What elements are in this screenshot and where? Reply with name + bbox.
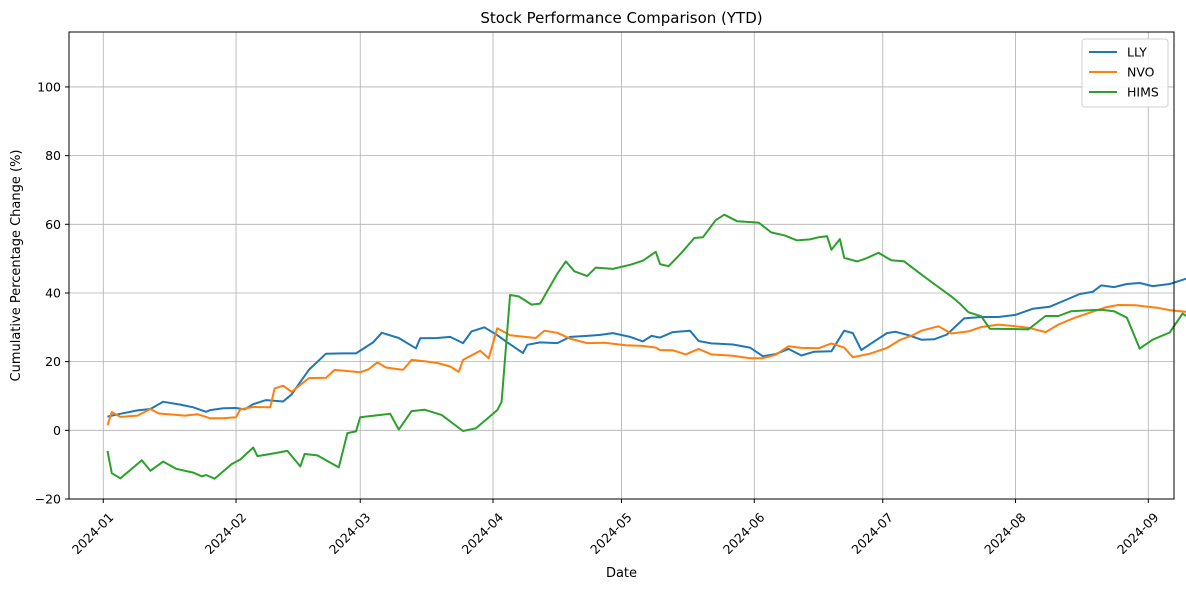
series-line-hims bbox=[106, 213, 1186, 480]
y-tick-label: 40 bbox=[45, 285, 61, 300]
legend-label-hims: HIMS bbox=[1127, 85, 1159, 100]
legend-label-nvo: NVO bbox=[1127, 65, 1155, 80]
y-tick-label: 80 bbox=[45, 148, 61, 163]
y-tick-label: 60 bbox=[45, 217, 61, 232]
legend: LLY NVO HIMS bbox=[1081, 38, 1169, 108]
y-tick-label: 0 bbox=[53, 423, 61, 438]
plot-series bbox=[106, 213, 1186, 480]
legend-label-lly: LLY bbox=[1127, 45, 1147, 60]
x-axis-title: Date bbox=[606, 566, 637, 581]
legend-box bbox=[1081, 38, 1169, 108]
y-tick-label: 100 bbox=[37, 79, 61, 94]
y-axis-title: Cumulative Percentage Change (%) bbox=[9, 150, 24, 382]
y-tick-label: 20 bbox=[45, 354, 61, 369]
chart-title: Stock Performance Comparison (YTD) bbox=[480, 9, 762, 27]
series-line-nvo bbox=[106, 304, 1186, 426]
y-tick-label: −20 bbox=[35, 492, 61, 507]
y-axis: −20 0 20 40 60 80 100 bbox=[35, 79, 69, 507]
series-line-lly bbox=[107, 277, 1186, 418]
